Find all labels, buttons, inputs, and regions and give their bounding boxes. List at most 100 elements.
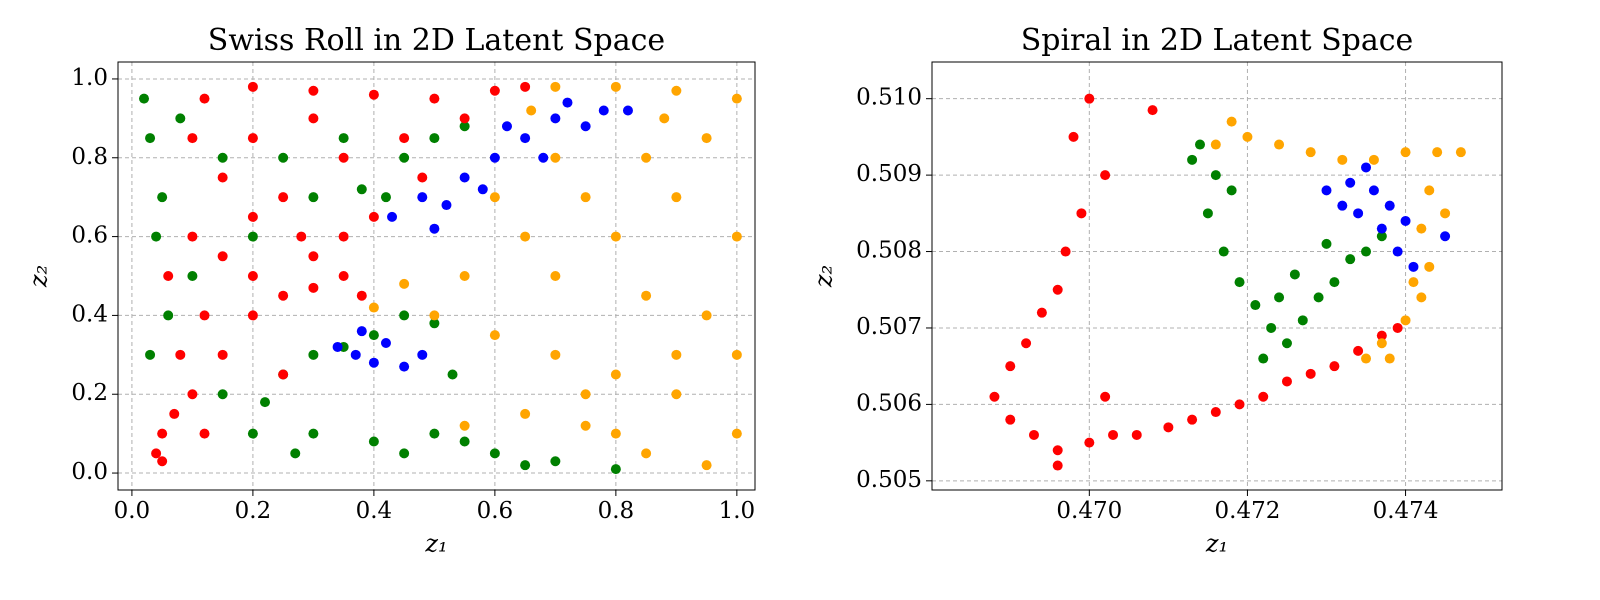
scatter-point bbox=[278, 152, 289, 163]
scatter-point bbox=[598, 105, 609, 116]
scatter-point bbox=[1005, 361, 1016, 372]
scatter-point bbox=[278, 369, 289, 380]
scatter-point bbox=[1100, 170, 1111, 181]
scatter-point bbox=[477, 184, 488, 195]
scatter-point bbox=[580, 389, 591, 400]
scatter-point bbox=[459, 113, 470, 124]
scatter-point bbox=[501, 121, 512, 132]
x-tick-label: 0.470 bbox=[1056, 498, 1122, 524]
scatter-point bbox=[1052, 284, 1063, 295]
scatter-point bbox=[1416, 292, 1427, 303]
grid bbox=[118, 62, 755, 490]
scatter-point bbox=[1392, 246, 1403, 257]
scatter-point bbox=[550, 349, 561, 360]
scatter-point bbox=[671, 192, 682, 203]
scatter-point bbox=[308, 428, 319, 439]
scatter-point bbox=[1147, 105, 1158, 116]
scatter-point bbox=[459, 271, 470, 281]
scatter-point bbox=[151, 448, 162, 459]
scatter-point bbox=[610, 369, 621, 380]
scatter-point bbox=[1068, 131, 1079, 142]
scatter-point bbox=[429, 133, 440, 144]
scatter-point bbox=[1424, 185, 1435, 196]
scatter-point bbox=[489, 192, 500, 203]
scatter-point bbox=[139, 93, 150, 104]
scatter-point bbox=[1305, 147, 1316, 158]
scatter-point bbox=[520, 133, 531, 144]
scatter-point bbox=[1226, 116, 1237, 127]
scatter-point bbox=[1289, 269, 1300, 280]
scatter-point bbox=[1234, 277, 1245, 288]
scatter-point bbox=[187, 271, 198, 281]
scatter-point bbox=[175, 349, 186, 360]
scatter-point bbox=[217, 152, 228, 163]
scatter-point bbox=[399, 133, 410, 144]
scatter-point bbox=[459, 420, 470, 431]
scatter-point bbox=[1400, 147, 1411, 158]
scatter-point bbox=[489, 85, 500, 96]
y-axis-label: z₂ bbox=[25, 265, 53, 288]
scatter-point bbox=[459, 172, 470, 183]
scatter-point bbox=[308, 282, 319, 293]
scatter-point bbox=[489, 152, 500, 163]
scatter-point bbox=[429, 428, 440, 439]
scatter-point bbox=[701, 310, 712, 321]
scatter-point bbox=[308, 85, 319, 96]
scatter-point bbox=[247, 81, 258, 92]
scatter-point bbox=[356, 326, 367, 337]
scatter-point bbox=[1384, 200, 1395, 211]
scatter-point bbox=[399, 152, 410, 163]
scatter-point bbox=[520, 460, 531, 471]
scatter-point bbox=[399, 361, 410, 372]
scatter-point bbox=[187, 389, 198, 400]
scatter-point bbox=[1100, 391, 1111, 402]
scatter-point bbox=[1376, 231, 1387, 242]
scatter-point bbox=[1345, 254, 1356, 265]
scatter-point bbox=[1345, 177, 1356, 188]
scatter-point bbox=[429, 310, 440, 321]
subplot: 0.0 0.2 0.4 0.6 0.8 1.0 0.0 0.2 0.4 0.6 0.8 1.0 Swis… bbox=[25, 23, 756, 558]
scatter-point bbox=[1258, 391, 1269, 402]
scatter-point bbox=[278, 192, 289, 203]
chart-title: Swiss Roll in 2D Latent Space bbox=[208, 23, 665, 58]
scatter-point bbox=[368, 89, 379, 100]
scatter-point bbox=[1408, 277, 1419, 288]
scatter-point bbox=[459, 121, 470, 132]
scatter-point bbox=[163, 271, 174, 281]
scatter-point bbox=[1281, 338, 1292, 349]
scatter-point bbox=[368, 211, 379, 222]
y-tick-label: 0.507 bbox=[856, 314, 922, 340]
scatter-point bbox=[1021, 338, 1032, 349]
x-tick-label: 0.6 bbox=[477, 498, 514, 524]
scatter-point bbox=[1210, 139, 1221, 150]
scatter-point bbox=[731, 93, 742, 104]
x-tick-label: 0.4 bbox=[356, 498, 393, 524]
scatter-point bbox=[659, 113, 670, 124]
scatter-point bbox=[580, 420, 591, 431]
scatter-point bbox=[526, 105, 537, 116]
scatter-point bbox=[145, 133, 156, 144]
scatter-point bbox=[1424, 261, 1435, 272]
scatter-point bbox=[417, 192, 428, 203]
scatter-point bbox=[1266, 322, 1277, 333]
scatter-point bbox=[550, 113, 561, 124]
scatter-point bbox=[1368, 185, 1379, 196]
scatter-point bbox=[1258, 353, 1269, 364]
scatter-point bbox=[1376, 330, 1387, 341]
scatter-point bbox=[338, 152, 349, 163]
scatter-point bbox=[278, 290, 289, 301]
scatter-point bbox=[701, 133, 712, 144]
scatter-point bbox=[1440, 231, 1451, 242]
plot-area bbox=[139, 81, 742, 475]
scatter-point bbox=[1028, 429, 1039, 440]
scatter-point bbox=[1361, 353, 1372, 364]
scatter-point bbox=[296, 231, 307, 242]
scatter-point bbox=[247, 133, 258, 144]
scatter-point bbox=[368, 302, 379, 313]
scatter-point bbox=[157, 456, 168, 467]
plot-area bbox=[989, 93, 1466, 471]
scatter-point bbox=[1195, 139, 1206, 150]
scatter-point bbox=[1376, 223, 1387, 234]
scatter-point bbox=[157, 192, 168, 203]
scatter-point bbox=[1234, 399, 1245, 410]
